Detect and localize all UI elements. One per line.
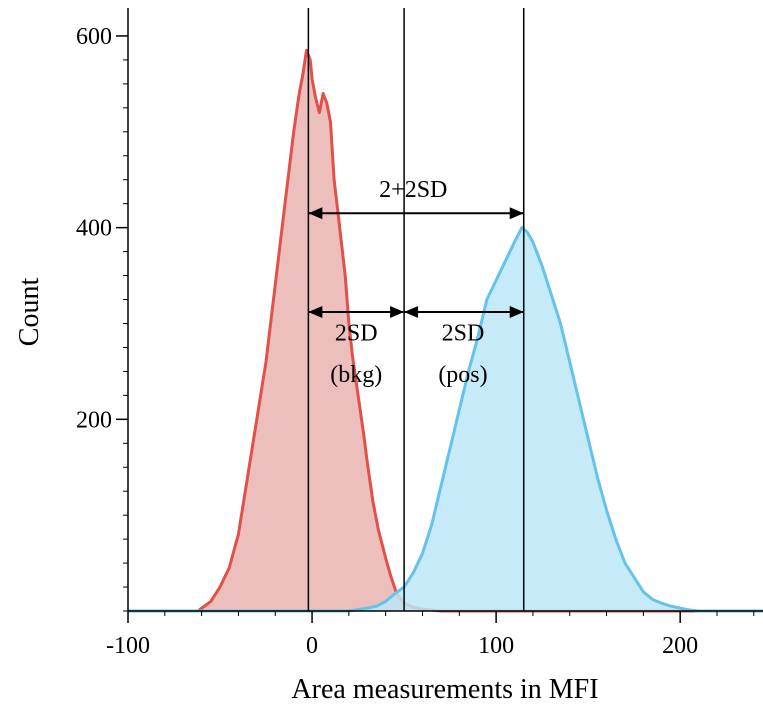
- axes: 200 400 600 -100 0 100 200: [76, 8, 763, 659]
- annotations: 2+2SD 2SD (bkg) 2SD (pos): [308, 177, 524, 388]
- x-axis-title: Area measurements in MFI: [291, 674, 598, 705]
- series-1-fill: [128, 227, 763, 611]
- x-tick-label: 100: [478, 633, 514, 659]
- annotation-label: 2+2SD: [379, 177, 447, 203]
- arrow-head: [509, 207, 524, 220]
- x-tick-label: 200: [662, 633, 698, 659]
- arrow-head: [404, 305, 419, 318]
- y-tick-label: 600: [76, 24, 112, 50]
- arrow-head: [308, 305, 323, 318]
- y-tick-label: 200: [76, 407, 112, 433]
- annotation-label: 2SD: [442, 321, 485, 347]
- y-tick-label: 400: [76, 216, 112, 242]
- arrow-head: [308, 207, 323, 220]
- reference-lines: [307, 8, 525, 611]
- annotation-label: (bkg): [330, 362, 382, 388]
- arrow-head: [390, 305, 405, 318]
- series-1-line: [128, 226, 763, 613]
- annotation-label: (pos): [438, 362, 487, 388]
- x-tick-label: -100: [106, 633, 150, 659]
- annotation-label: 2SD: [335, 321, 378, 347]
- y-axis-title: Count: [14, 278, 45, 347]
- x-tick-label: 0: [306, 633, 318, 659]
- arrow-head: [509, 305, 524, 318]
